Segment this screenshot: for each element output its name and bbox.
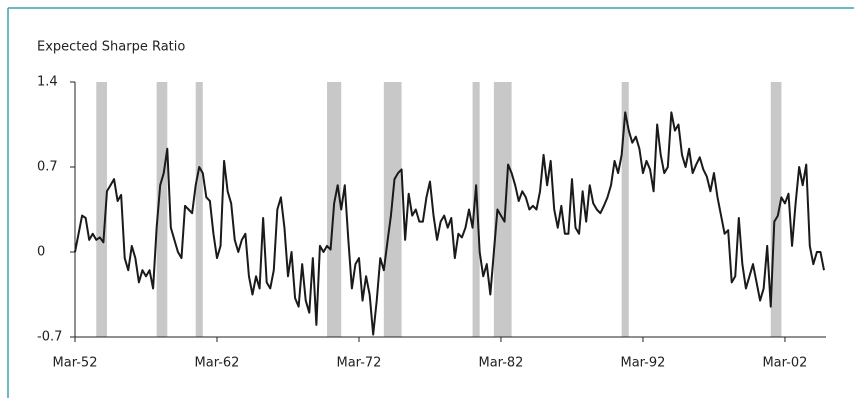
recession-band — [472, 82, 480, 337]
x-tick-label: Mar-62 — [195, 356, 240, 371]
y-tick-label: 0.7 — [37, 160, 58, 175]
recession-band — [195, 82, 203, 337]
x-tick-label: Mar-02 — [762, 356, 807, 371]
recession-band — [621, 82, 629, 337]
recession-band — [493, 82, 512, 337]
recession-band — [383, 82, 402, 337]
y-tick-label: 0 — [37, 245, 45, 260]
series-line — [74, 111, 825, 336]
x-tick-label: Mar-52 — [53, 356, 98, 371]
chart-title: Expected Sharpe Ratio — [37, 40, 185, 55]
recession-band — [96, 82, 107, 337]
x-tick-label: Mar-92 — [620, 356, 665, 371]
recession-band — [156, 82, 168, 337]
y-tick-label: 1.4 — [37, 75, 58, 90]
x-tick-label: Mar-72 — [337, 356, 382, 371]
x-tick-label: Mar-82 — [479, 356, 524, 371]
y-tick-label: -0.7 — [37, 330, 62, 345]
recession-band — [770, 82, 782, 337]
